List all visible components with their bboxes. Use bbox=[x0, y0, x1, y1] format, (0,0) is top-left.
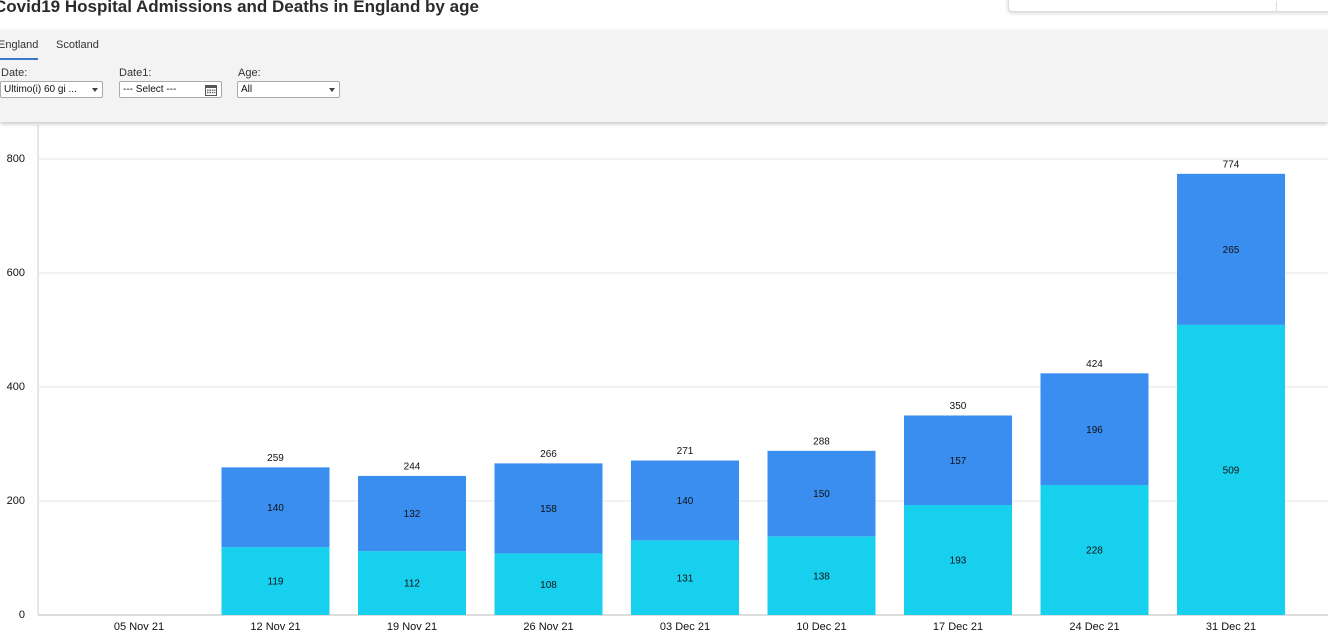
page-title: Covid19 Hospital Admissions and Deaths i… bbox=[0, 0, 479, 16]
chevron-down-icon bbox=[329, 88, 335, 92]
bar-segment bbox=[221, 467, 330, 548]
tab-scotland[interactable]: Scotland bbox=[56, 39, 99, 51]
bar-total-label: 244 bbox=[404, 462, 421, 473]
bar-segment bbox=[358, 475, 466, 552]
bar-data-label: 131 bbox=[677, 573, 694, 584]
bar-total-label: 424 bbox=[1086, 359, 1103, 370]
y-tick-label: 600 bbox=[7, 267, 25, 279]
bar-segment bbox=[358, 551, 466, 615]
date1-picker[interactable]: --- Select --- bbox=[119, 81, 222, 98]
bar-segment bbox=[1177, 173, 1285, 325]
bar-total-label: 288 bbox=[813, 436, 830, 447]
bar-total-label: 350 bbox=[950, 401, 967, 412]
bar-segment bbox=[904, 415, 1012, 505]
tab-england[interactable]: England bbox=[0, 39, 39, 51]
x-tick-label: 05 Nov 21 bbox=[114, 621, 164, 633]
bar-segment bbox=[1040, 373, 1149, 486]
bar-data-label: 265 bbox=[1223, 245, 1240, 256]
bar-total-label: 271 bbox=[677, 446, 694, 457]
bar-data-label: 132 bbox=[404, 509, 421, 520]
active-tab-indicator bbox=[0, 58, 38, 60]
age-select[interactable]: All bbox=[237, 81, 340, 98]
bar-total-label: 266 bbox=[540, 449, 557, 460]
bar-segment bbox=[1040, 485, 1149, 615]
bar-segment bbox=[631, 460, 739, 541]
bar-data-label: 138 bbox=[813, 571, 830, 582]
age-filter-label: Age: bbox=[238, 67, 261, 79]
x-tick-label: 17 Dec 21 bbox=[933, 621, 983, 633]
x-tick-label: 19 Nov 21 bbox=[387, 621, 437, 633]
x-tick-label: 10 Dec 21 bbox=[796, 621, 846, 633]
bar-data-label: 158 bbox=[540, 504, 557, 515]
bar-data-label: 196 bbox=[1086, 425, 1103, 436]
bar-data-label: 150 bbox=[813, 489, 830, 500]
bar-segment bbox=[494, 553, 603, 615]
age-select-value: All bbox=[241, 84, 253, 95]
calendar-icon[interactable] bbox=[205, 84, 217, 96]
bar-segment bbox=[631, 540, 739, 615]
bar-data-label: 193 bbox=[950, 556, 967, 567]
date-select[interactable]: Ultimo(i) 60 gi ... bbox=[0, 81, 103, 98]
bar-segment bbox=[904, 504, 1012, 615]
x-tick-label: 24 Dec 21 bbox=[1069, 621, 1119, 633]
bar-data-label: 112 bbox=[404, 579, 420, 590]
bar-data-label: 140 bbox=[677, 496, 694, 507]
x-tick-label: 26 Nov 21 bbox=[523, 621, 573, 633]
bar-segment bbox=[767, 450, 876, 537]
filter-panel: England Scotland Date: Ultimo(i) 60 gi .… bbox=[0, 30, 1328, 122]
y-tick-label: 800 bbox=[7, 153, 25, 165]
y-tick-label: 200 bbox=[7, 495, 25, 507]
top-right-control[interactable] bbox=[1008, 0, 1328, 12]
bar-data-label: 140 bbox=[267, 503, 284, 514]
bar-segment bbox=[767, 536, 876, 615]
y-tick-label: 0 bbox=[19, 609, 25, 621]
bar-segment bbox=[221, 547, 330, 615]
bar-total-label: 774 bbox=[1223, 159, 1240, 170]
x-tick-label: 12 Nov 21 bbox=[250, 621, 300, 633]
y-tick-label: 400 bbox=[7, 381, 25, 393]
bar-segment bbox=[494, 463, 603, 554]
date1-picker-value: --- Select --- bbox=[123, 84, 177, 95]
bar-data-label: 108 bbox=[540, 580, 557, 591]
date-filter-label: Date: bbox=[1, 67, 28, 79]
chevron-down-icon bbox=[92, 88, 98, 92]
control-divider bbox=[1276, 1, 1277, 11]
date-select-value: Ultimo(i) 60 gi ... bbox=[4, 84, 77, 95]
date1-filter-label: Date1: bbox=[119, 67, 152, 79]
bar-total-label: 259 bbox=[267, 453, 284, 464]
bar-data-label: 228 bbox=[1086, 546, 1103, 557]
x-tick-label: 31 Dec 21 bbox=[1206, 621, 1256, 633]
bar-segment bbox=[1177, 324, 1285, 615]
bar-data-label: 119 bbox=[268, 577, 284, 588]
stacked-bar-chart: 0 200 400 600 800 05 Nov 21 119 140 259 12 Nov 21… bbox=[7, 125, 1328, 633]
bar-data-label: 157 bbox=[950, 456, 967, 467]
bar-data-label: 509 bbox=[1223, 466, 1240, 477]
x-tick-label: 03 Dec 21 bbox=[660, 621, 710, 633]
